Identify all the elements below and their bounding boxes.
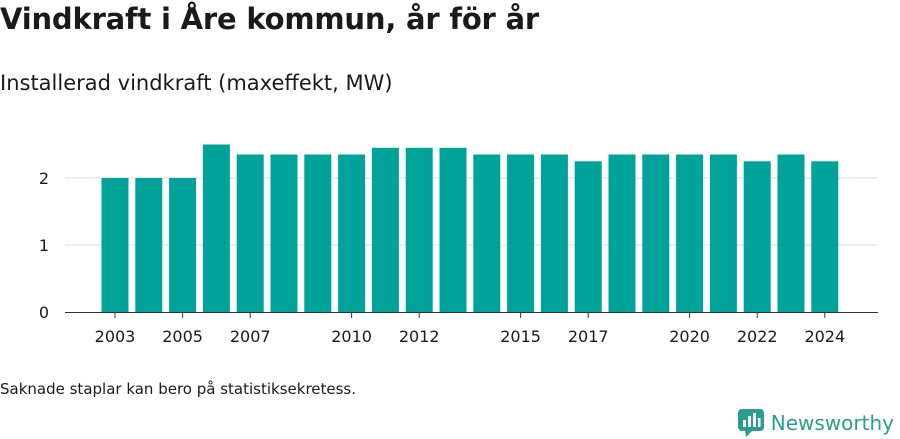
x-tick-label-2015: 2015 — [500, 327, 541, 346]
y-tick-label-0: 0 — [39, 303, 49, 322]
bar-2015 — [507, 154, 535, 312]
bar-2023 — [777, 154, 805, 312]
bar-2011 — [371, 147, 399, 312]
footnote: Saknade staplar kan bero på statistiksek… — [0, 380, 357, 398]
bar-2019 — [642, 154, 670, 312]
bar-2017 — [574, 161, 602, 313]
bar-2005 — [169, 178, 197, 312]
bar-2012 — [405, 147, 433, 312]
x-tick-label-2012: 2012 — [399, 327, 440, 346]
tick-labels: 0 1 2 2003 2005 2007 2010 2012 2015 2017 2020 2022 2… — [39, 169, 845, 346]
newsworthy-logo-icon — [737, 409, 764, 437]
x-tick-label-2020: 2020 — [669, 327, 710, 346]
brand-name: Newsworthy — [770, 411, 894, 435]
bar-2018 — [608, 154, 636, 312]
axes — [65, 312, 878, 318]
bar-2016 — [540, 154, 568, 312]
brand-logo: Newsworthy — [737, 407, 894, 439]
chart-title: Vindkraft i Åre kommun, år för år — [0, 2, 540, 36]
bar-2007 — [236, 154, 264, 312]
bar-2004 — [135, 178, 163, 312]
bar-2006 — [202, 144, 230, 312]
x-tick-label-2003: 2003 — [95, 327, 136, 346]
x-tick-label-2010: 2010 — [331, 327, 372, 346]
y-tick-label-2: 2 — [39, 169, 49, 188]
bar-2021 — [709, 154, 737, 312]
gridlines — [65, 177, 878, 246]
x-tick-label-2024: 2024 — [804, 327, 845, 346]
x-tick-label-2007: 2007 — [230, 327, 271, 346]
bar-2009 — [304, 154, 332, 312]
bar-2014 — [473, 154, 501, 312]
bar-chart: 0 1 2 2003 2005 2007 2010 2012 2015 2017 2020 2022 2… — [39, 144, 878, 346]
bar-2020 — [676, 154, 704, 312]
x-tick-label-2017: 2017 — [568, 327, 609, 346]
bar-2008 — [270, 154, 298, 312]
bar-2013 — [439, 147, 467, 312]
bars — [101, 144, 839, 313]
chart-subtitle: Installerad vindkraft (maxeffekt, MW) — [0, 71, 393, 95]
x-tick-label-2022: 2022 — [737, 327, 778, 346]
y-tick-label-1: 1 — [39, 236, 49, 255]
bar-2022 — [743, 161, 771, 313]
x-tick-label-2005: 2005 — [162, 327, 203, 346]
bar-2003 — [101, 178, 129, 312]
bar-2024 — [811, 161, 839, 313]
bar-2010 — [338, 154, 366, 312]
